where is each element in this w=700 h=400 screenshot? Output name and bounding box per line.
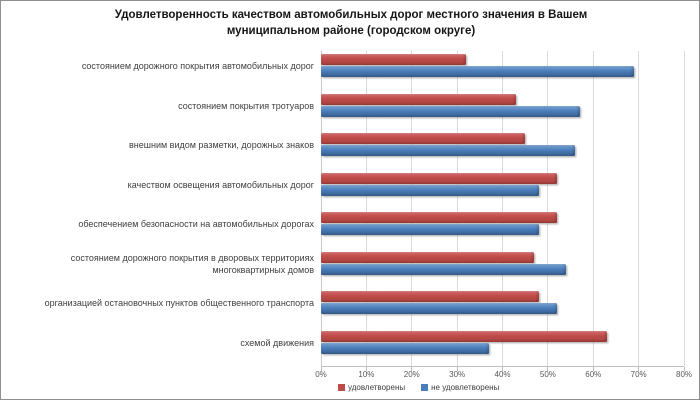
bar-unsatisfied-6	[321, 303, 557, 314]
bar-unsatisfied-4	[321, 224, 539, 235]
chart-title: Удовлетворенность качеством автомобильны…	[114, 9, 588, 37]
x-tick-label: 60%	[585, 370, 602, 379]
gridline-60%	[592, 51, 594, 366]
bar-unsatisfied-1	[321, 105, 580, 117]
x-tick-label: 40%	[494, 370, 511, 379]
bar-satisfied-6	[321, 291, 539, 302]
bar-unsatisfied-5	[321, 263, 567, 275]
category-label: качеством освещения автомобильных дорог	[127, 179, 314, 190]
gridline-10%	[365, 51, 367, 366]
gridline-80%	[683, 51, 685, 366]
bar-satisfied-5	[321, 251, 535, 263]
category-label: схемой движения	[240, 337, 314, 348]
bar-satisfied-3	[321, 172, 557, 184]
category-label: состоянием покрытия тротуаров	[178, 100, 314, 111]
x-tick-label: 20%	[403, 370, 420, 379]
category-label: состоянием дорожного покрытия автомобиль…	[81, 61, 314, 72]
category-label: внешним видом разметки, дорожных знаков	[129, 140, 314, 151]
x-tick-label: 0%	[315, 370, 327, 379]
bar-unsatisfied-2	[321, 145, 576, 156]
bar-unsatisfied-0	[321, 66, 635, 77]
legend-swatch-satisfied	[338, 384, 345, 391]
category-label: организацией остановочных пунктов общест…	[44, 298, 314, 309]
x-tick-label: 80%	[675, 370, 693, 379]
bar-satisfied-4	[321, 212, 557, 223]
gridline-70%	[638, 51, 640, 366]
gridline-30%	[456, 51, 458, 366]
legend-item-unsatisfied: не удовлетворены	[421, 383, 499, 392]
gridline-50%	[547, 51, 549, 366]
bar-satisfied-2	[321, 133, 526, 144]
axis-tick-50%	[547, 367, 549, 371]
x-tick-label: 10%	[358, 370, 375, 379]
bar-unsatisfied-7	[321, 342, 489, 354]
x-tick-label: 70%	[630, 370, 647, 379]
legend-swatch-unsatisfied	[421, 384, 429, 391]
legend: удовлетворены не удовлетворены	[338, 383, 499, 392]
x-tick-label: 30%	[449, 370, 466, 379]
legend-item-satisfied: удовлетворены	[338, 383, 405, 392]
axis-tick-30%	[456, 367, 458, 371]
axis-tick-0%	[320, 367, 322, 371]
x-tick-label: 50%	[539, 370, 556, 379]
category-label: состоянием дорожного покрытия в дворовых…	[70, 252, 314, 275]
axis-tick-70%	[638, 367, 640, 371]
axis-tick-20%	[411, 367, 413, 371]
legend-label-unsatisfied: не удовлетворены	[431, 383, 500, 392]
axis-tick-40%	[502, 367, 503, 371]
axis-tick-80%	[683, 367, 685, 371]
axis-tick-60%	[592, 367, 594, 371]
gridline-20%	[411, 51, 413, 366]
bar-satisfied-1	[321, 93, 517, 105]
plot-area	[320, 51, 685, 371]
category-label: обеспечением безопасности на автомобильн…	[78, 219, 314, 230]
gridline-0%	[320, 51, 322, 366]
legend-label-satisfied: удовлетворены	[348, 383, 406, 392]
bar-satisfied-7	[321, 330, 607, 342]
bar-unsatisfied-3	[321, 184, 539, 196]
axis-tick-10%	[365, 367, 367, 371]
gridline-40%	[502, 51, 503, 366]
bar-satisfied-0	[321, 54, 467, 65]
